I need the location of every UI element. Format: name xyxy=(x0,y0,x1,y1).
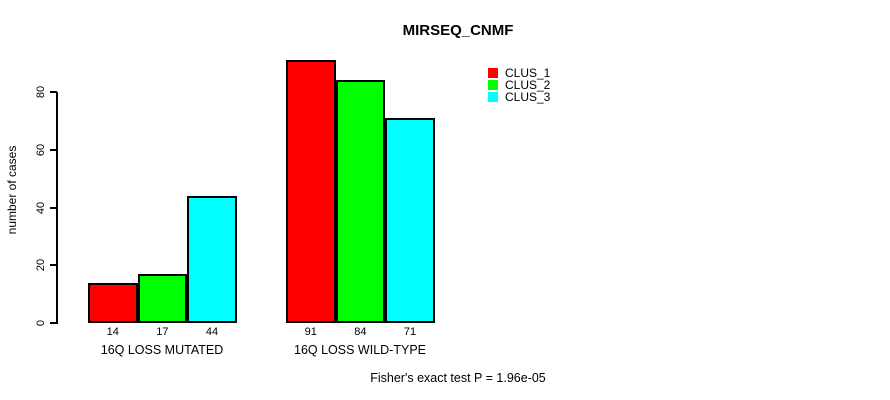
y-axis-label: number of cases xyxy=(5,145,19,235)
bar-value-label: 17 xyxy=(156,326,169,338)
bar-value-label: 84 xyxy=(354,326,367,338)
bar-clus_2-group2 xyxy=(335,80,386,323)
y-tick-mark xyxy=(50,322,57,324)
legend-label: CLUS_2 xyxy=(505,78,551,92)
y-tick-label: 40 xyxy=(35,201,47,214)
legend-item: CLUS_1 xyxy=(488,67,550,79)
legend-label: CLUS_1 xyxy=(505,66,551,80)
x-category-label-wildtype: 16Q LOSS WILD-TYPE xyxy=(294,343,426,357)
bar-clus_1-group2 xyxy=(286,60,336,323)
legend: CLUS_1 CLUS_2 CLUS_3 xyxy=(488,67,550,103)
y-tick-label: 20 xyxy=(35,259,47,272)
y-tick-mark xyxy=(50,264,57,267)
pvalue-annotation: Fisher's exact test P = 1.96e-05 xyxy=(370,371,546,385)
bar-value-label: 71 xyxy=(403,326,417,338)
legend-swatch-clus1 xyxy=(488,68,498,78)
legend-item: CLUS_2 xyxy=(488,79,550,91)
bar-value-label: 91 xyxy=(304,326,317,338)
y-axis-line xyxy=(56,92,58,324)
legend-label: CLUS_3 xyxy=(505,90,551,104)
bar-value-label: 14 xyxy=(106,326,119,338)
y-tick-mark xyxy=(50,206,57,209)
legend-item: CLUS_3 xyxy=(488,91,550,103)
x-category-label-mutated: 16Q LOSS MUTATED xyxy=(100,343,224,357)
chart-title: MIRSEQ_CNMF xyxy=(402,22,514,39)
bar-clus_3-group2 xyxy=(385,117,435,323)
legend-swatch-clus2 xyxy=(488,80,498,90)
bar-clus_3-group1 xyxy=(187,195,237,323)
y-tick-mark xyxy=(50,91,57,93)
bar-clus_2-group1 xyxy=(137,273,188,323)
legend-swatch-clus3 xyxy=(488,92,498,102)
y-tick-label: 60 xyxy=(35,143,47,156)
y-tick-label: 0 xyxy=(35,319,47,327)
y-tick-mark xyxy=(50,148,57,151)
bar-clus_1-group1 xyxy=(88,282,138,323)
y-tick-label: 80 xyxy=(35,85,47,99)
bar-value-label: 44 xyxy=(205,326,219,338)
